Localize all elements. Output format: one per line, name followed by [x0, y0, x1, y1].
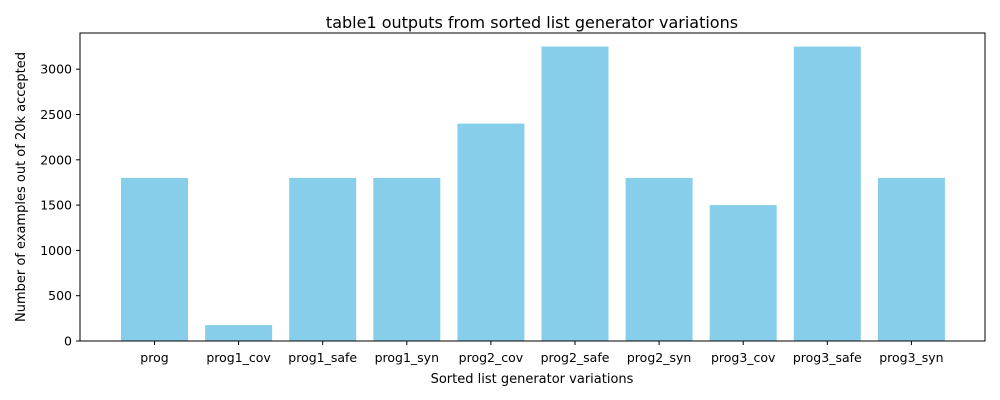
bar-prog1_safe	[289, 177, 357, 341]
y-tick-label-2000: 2000	[40, 152, 72, 167]
bar-prog2_safe	[541, 46, 609, 341]
bar-prog1_cov	[205, 325, 273, 341]
bar-prog1_syn	[373, 177, 441, 341]
bar-prog2_cov	[457, 123, 525, 341]
y-axis: 0 500 1000 1500 2000 2500 3000	[40, 62, 80, 349]
x-tick-label-prog2_cov: prog2_cov	[459, 350, 524, 365]
bar-prog3_cov	[709, 205, 777, 341]
x-tick-label-prog2_safe: prog2_safe	[541, 350, 610, 365]
y-axis-label: Number of examples out of 20k accepted	[14, 52, 29, 322]
x-tick-label-prog3_safe: prog3_safe	[793, 350, 862, 365]
bar-prog2_syn	[625, 177, 693, 341]
bars-group	[121, 46, 945, 341]
y-tick-label-3000: 3000	[40, 62, 72, 77]
bar-prog3_syn	[877, 177, 945, 341]
bar-prog3_safe	[793, 46, 861, 341]
y-tick-label-500: 500	[48, 288, 72, 303]
y-tick-label-1500: 1500	[40, 198, 72, 213]
bar-prog	[121, 177, 188, 341]
x-axis-label: Sorted list generator variations	[431, 372, 634, 387]
y-tick-label-2500: 2500	[40, 107, 72, 122]
y-tick-label-0: 0	[64, 334, 72, 349]
x-tick-label-prog1_syn: prog1_syn	[375, 350, 439, 365]
x-tick-label-prog1_safe: prog1_safe	[288, 350, 357, 365]
y-tick-label-1000: 1000	[40, 243, 72, 258]
x-tick-label-prog: prog	[140, 350, 168, 365]
plot-frame	[79, 32, 986, 342]
x-axis: prog prog1_cov prog1_safe prog1_syn prog2_co…	[140, 341, 944, 365]
x-tick-label-prog1_cov: prog1_cov	[206, 350, 271, 365]
x-tick-label-prog2_syn: prog2_syn	[627, 350, 691, 365]
x-tick-label-prog3_cov: prog3_cov	[711, 350, 776, 365]
x-tick-label-prog3_syn: prog3_syn	[879, 350, 943, 365]
chart-title: table1 outputs from sorted list generato…	[326, 13, 738, 32]
